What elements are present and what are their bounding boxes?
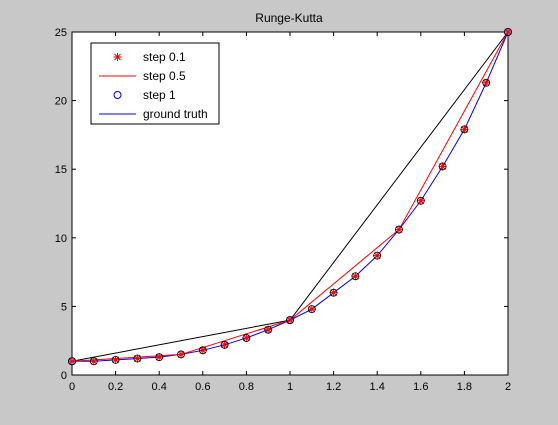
legend-item[interactable]: ground truth [99,107,208,121]
y-tick-label: 25 [55,27,67,39]
data-point-outline [264,325,273,334]
x-tick-label: 0 [69,381,75,393]
data-point-outline [155,353,164,362]
legend-item[interactable]: step 1 [113,88,176,102]
data-point-outline [307,305,316,314]
x-tick-label: 0.4 [152,381,167,393]
legend-label: step 0.5 [143,69,186,83]
x-tick-label: 1.2 [326,381,341,393]
data-point-outline [482,78,491,87]
data-point-star [68,357,76,366]
legend[interactable]: step 0.1 step 0.5 step 1 ground truth [90,42,220,125]
x-tick-label: 2 [505,381,511,393]
data-point-star [264,325,273,334]
data-point-star [242,333,251,342]
data-point-outline [133,354,142,363]
data-point-star [351,272,360,281]
chart-title: Runge-Kutta [255,11,323,25]
legend-label: ground truth [143,107,208,121]
x-tick-label: 1.8 [457,381,472,393]
series-step-0.1-circles [68,28,512,366]
x-tick-label: 1.6 [413,381,428,393]
data-point-star [155,353,164,362]
y-tick-label: 5 [61,301,67,313]
legend-circle-icon [113,91,122,99]
y-tick-label: 20 [55,96,67,108]
data-point-outline [111,356,120,364]
data-point-star [329,288,338,297]
data-point-star [460,125,469,134]
data-point-outline [68,357,76,366]
data-point-outline [395,225,403,234]
data-point-star [89,357,98,366]
data-point-star [286,316,294,325]
legend-star-icon [113,53,122,61]
data-point-outline [286,316,294,325]
data-point-star [133,354,142,363]
x-tick-label: 0.8 [239,381,254,393]
data-point-outline [242,334,251,342]
x-tick-label: 1.4 [370,381,385,393]
data-point-star [482,78,491,87]
series-layer [68,28,512,366]
data-point-outline [460,125,469,134]
data-point-star [198,346,207,355]
x-tick-label: 0.2 [108,381,123,393]
legend-label: step 1 [143,88,176,102]
data-point-outline [373,251,382,260]
data-point-outline [198,346,207,355]
legend-box [90,42,220,125]
y-tick-label: 15 [55,164,67,176]
data-point-star [416,196,425,205]
x-tick-label: 1 [287,381,293,393]
y-tick-label: 10 [55,233,67,245]
data-point-outline [438,162,447,171]
y-tick-label: 0 [61,370,67,382]
data-point-outline [504,28,512,36]
legend-label: step 0.1 [143,50,186,64]
data-point-outline [416,196,425,205]
legend-item[interactable]: step 0.1 [113,50,187,64]
data-point-star [504,28,512,36]
series-step-0.1-markers [68,28,512,366]
data-point-star [438,162,447,171]
data-point-outline [89,357,98,366]
legend-item[interactable]: step 0.5 [99,69,186,83]
data-point-star [177,350,185,359]
x-tick-label: 0.6 [195,381,210,393]
data-point-star [307,305,316,314]
data-point-outline [351,272,360,281]
data-point-outline [329,288,338,297]
data-point-star [395,225,403,234]
data-point-outline [177,350,185,359]
data-point-outline [220,340,229,349]
data-point-star [220,340,229,349]
data-point-star [111,355,120,364]
data-point-star [373,251,382,260]
